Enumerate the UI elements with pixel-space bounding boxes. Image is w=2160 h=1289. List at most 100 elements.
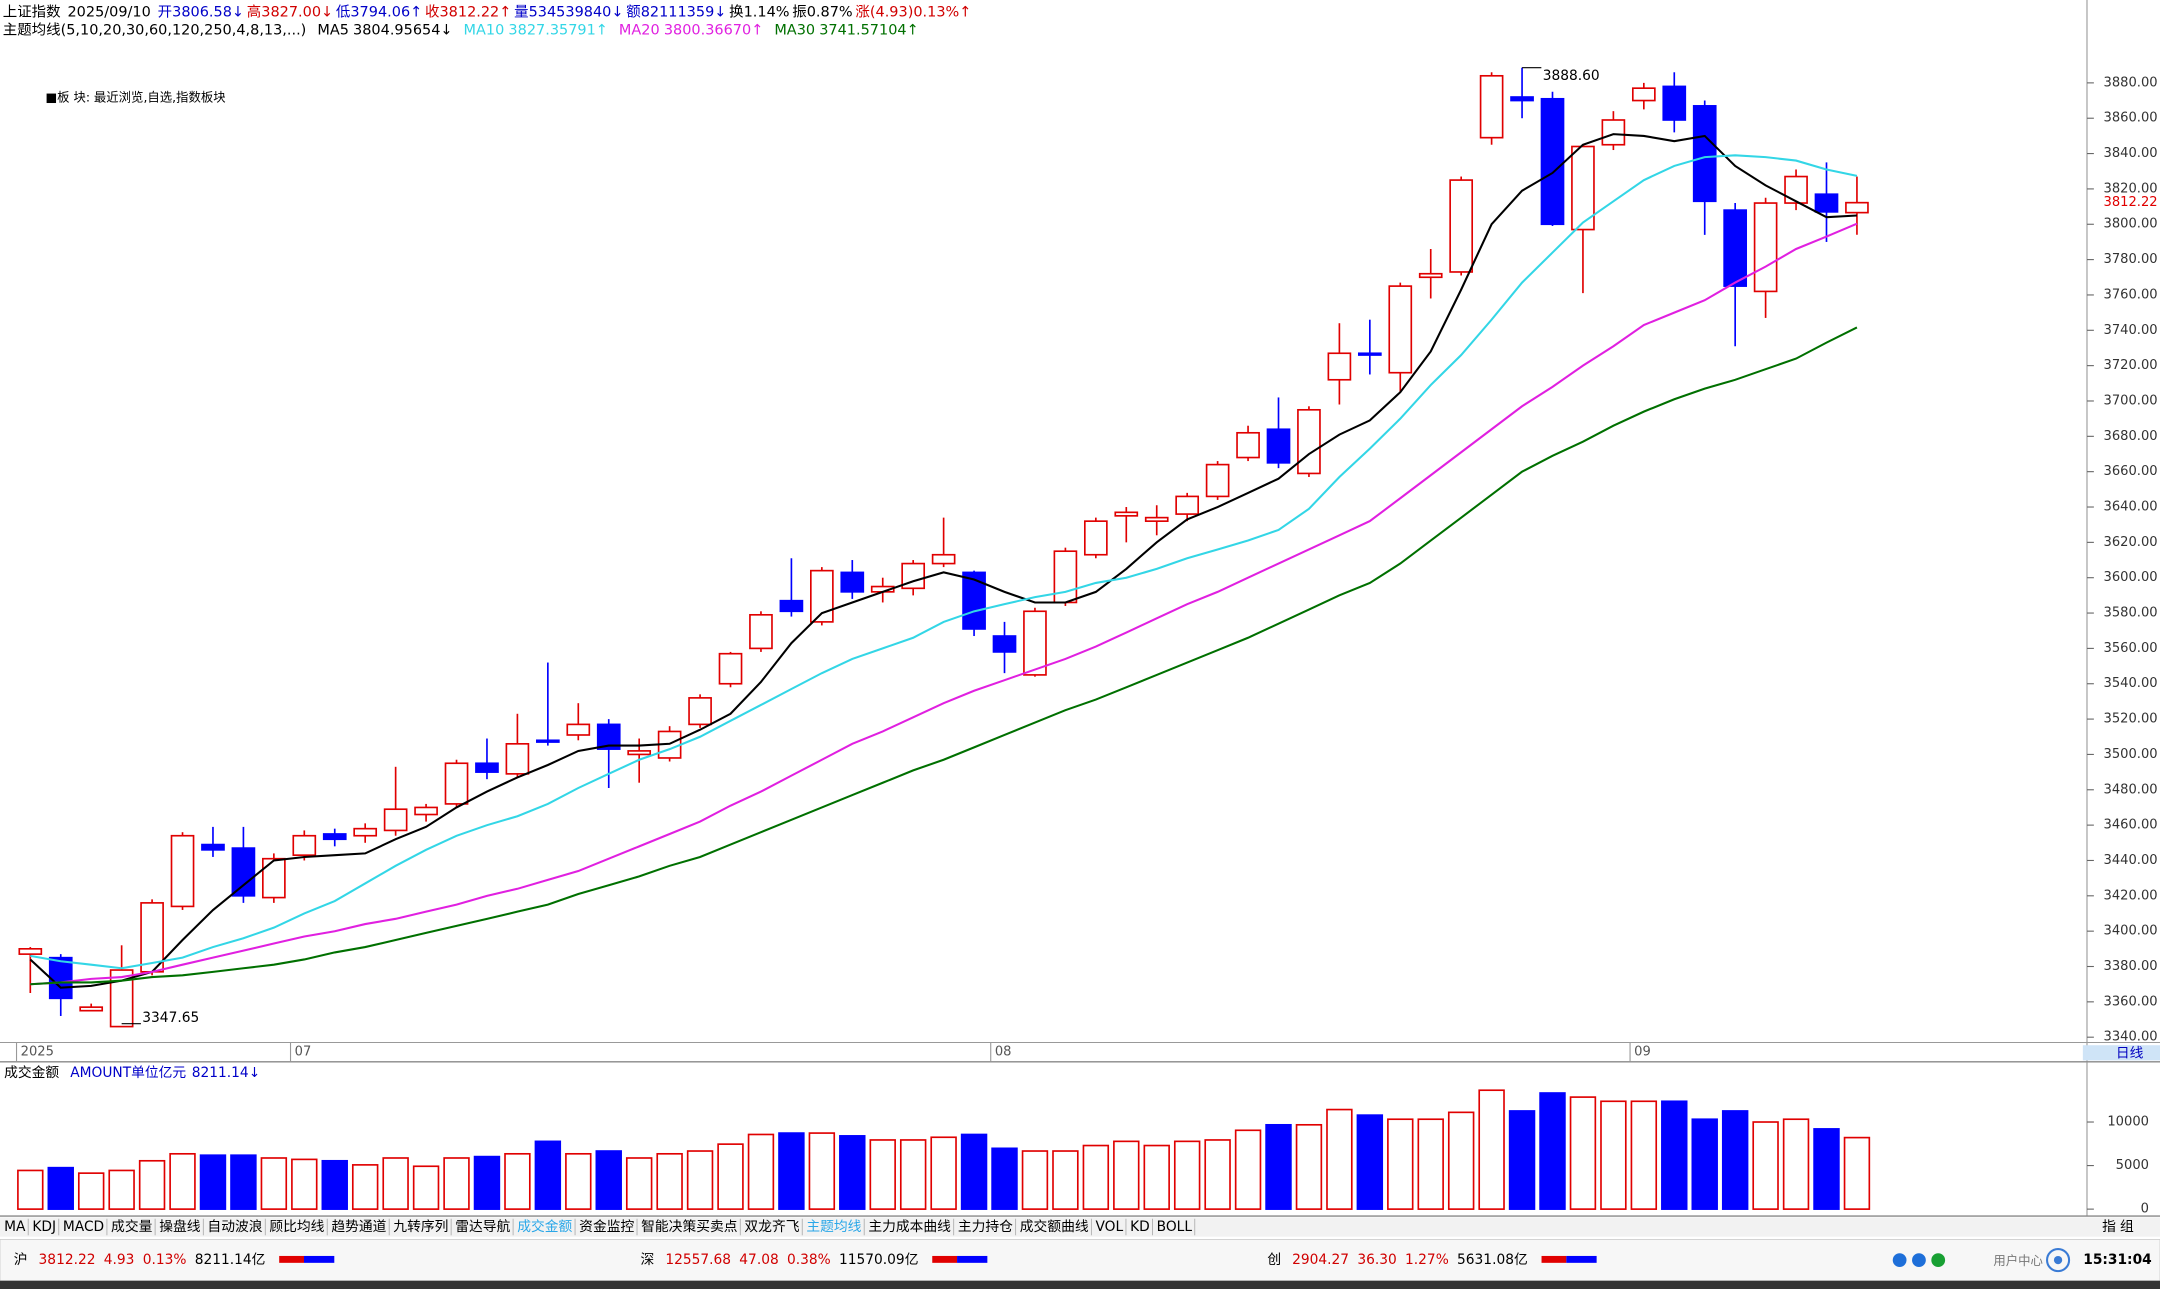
tab[interactable]: 成交量	[111, 1218, 153, 1235]
candle-body	[809, 569, 834, 623]
y-tick-label: 0	[2141, 1202, 2149, 1217]
ma-line	[30, 154, 1858, 970]
sector-label: ■板 块: 最近浏览,自选,指数板块	[45, 89, 225, 104]
legend-name: MA5	[317, 22, 349, 38]
x-tick-label: 2025	[21, 1045, 54, 1060]
tab[interactable]: KDJ	[32, 1219, 56, 1235]
candle-body	[1053, 550, 1078, 604]
candle-body	[1083, 520, 1108, 556]
y-tick-label: 3400.00	[2104, 924, 2158, 939]
volume-bar	[108, 1169, 135, 1210]
tab[interactable]: MA	[4, 1219, 26, 1235]
candle-body	[1236, 431, 1260, 459]
tab[interactable]: 智能决策买卖点	[641, 1218, 738, 1235]
candle-body	[1662, 85, 1687, 121]
volume-bar	[1539, 1092, 1566, 1210]
volume-bar	[565, 1152, 592, 1210]
y-tick-label: 3460.00	[2104, 818, 2158, 833]
y-tick-label: 3780.00	[2104, 252, 2158, 267]
tab[interactable]: 趋势通道	[331, 1219, 386, 1235]
volume-bar	[1843, 1136, 1871, 1210]
volume-bar	[1052, 1150, 1079, 1210]
volume-bar	[1752, 1121, 1779, 1210]
tab[interactable]: 双龙齐飞	[744, 1219, 799, 1235]
candle-body	[79, 1006, 104, 1012]
tab[interactable]: 顾比均线	[269, 1219, 324, 1235]
tab-right[interactable]: 指	[2102, 1219, 2116, 1235]
volume-bar	[504, 1152, 531, 1210]
header-item: 2025/09/10	[67, 4, 150, 20]
header-item: 上证指数	[3, 3, 61, 20]
status-change: 47.08	[739, 1252, 778, 1268]
candle-body	[962, 571, 986, 630]
tab[interactable]: KD	[1130, 1219, 1150, 1235]
y-tick-label: 3420.00	[2104, 888, 2158, 903]
candle-body	[596, 723, 621, 750]
legend-value: 3827.35791↑	[508, 22, 607, 38]
header-item: 量534539840↓	[514, 4, 623, 20]
volume-bar	[1600, 1100, 1627, 1210]
status-bar-down	[957, 1255, 988, 1263]
tab[interactable]: 资金监控	[579, 1219, 634, 1235]
candle-body	[992, 635, 1017, 653]
user-center[interactable]: 用户中心	[1993, 1253, 2043, 1268]
volume-bar	[1478, 1089, 1505, 1210]
candle-body	[688, 697, 712, 726]
y-tick-label: 3860.00	[2104, 111, 2158, 126]
status-bar-down	[1566, 1255, 1597, 1263]
header-item: 开3806.58↓	[158, 4, 244, 20]
candle-body	[1114, 511, 1139, 517]
candle-body	[931, 553, 956, 565]
volume-bar	[839, 1135, 866, 1210]
status-name: 沪	[14, 1252, 28, 1268]
last-price-label: 3812.22	[2104, 195, 2158, 210]
tab[interactable]: 操盘线	[159, 1218, 201, 1235]
candle-body	[840, 571, 865, 593]
tab[interactable]: 自动波浪	[207, 1219, 262, 1235]
candle-body	[1388, 285, 1413, 374]
tab[interactable]: 成交金额	[517, 1218, 572, 1235]
candle-body	[292, 834, 317, 856]
status-change: 4.93	[104, 1252, 135, 1268]
status-bar-up	[1541, 1255, 1567, 1263]
y-tick-label: 3600.00	[2104, 570, 2158, 585]
volume-bar	[717, 1143, 744, 1210]
volume-bar	[77, 1172, 105, 1210]
status-pct: 1.27%	[1405, 1252, 1449, 1268]
tab[interactable]: MACD	[63, 1219, 104, 1235]
legend-name: MA10	[464, 22, 505, 38]
tab[interactable]: 主题均线	[806, 1219, 861, 1235]
tab[interactable]: 雷达导航	[455, 1219, 510, 1235]
candle-body	[1479, 74, 1504, 139]
volume-bar	[1813, 1128, 1840, 1210]
tab[interactable]: 主力成本曲线	[868, 1219, 951, 1235]
volume-bar	[1234, 1129, 1262, 1210]
candle-body	[566, 723, 591, 736]
tab[interactable]: 成交额曲线	[1020, 1218, 1089, 1235]
y-tick-label: 3380.00	[2104, 959, 2158, 974]
status-price: 2904.27	[1292, 1252, 1349, 1268]
tab-right[interactable]: 组	[2120, 1219, 2134, 1235]
volume-value: 8211.14↓	[192, 1065, 260, 1081]
candle-body	[231, 847, 256, 897]
tab[interactable]: BOLL	[1157, 1219, 1193, 1235]
volume-bar	[47, 1166, 74, 1210]
ma-line	[30, 326, 1858, 986]
y-tick-label: 3520.00	[2104, 712, 2158, 727]
tab[interactable]: 主力持仓	[958, 1219, 1013, 1235]
volume-bar	[960, 1133, 988, 1210]
tab[interactable]: 九转序列	[393, 1219, 448, 1235]
candle-body	[1175, 495, 1200, 515]
candle-body	[718, 652, 743, 685]
header-item: 振0.87%	[792, 3, 852, 20]
header-item: 低3794.06↑	[336, 3, 422, 20]
y-tick-label: 3700.00	[2104, 393, 2158, 408]
volume-bar	[930, 1136, 957, 1210]
candle-body	[1205, 463, 1230, 498]
candle-body	[1784, 175, 1808, 204]
tab[interactable]: VOL	[1096, 1219, 1124, 1235]
volume-bar	[1113, 1140, 1140, 1210]
volume-bar	[656, 1152, 683, 1210]
volume-bar	[534, 1140, 562, 1210]
